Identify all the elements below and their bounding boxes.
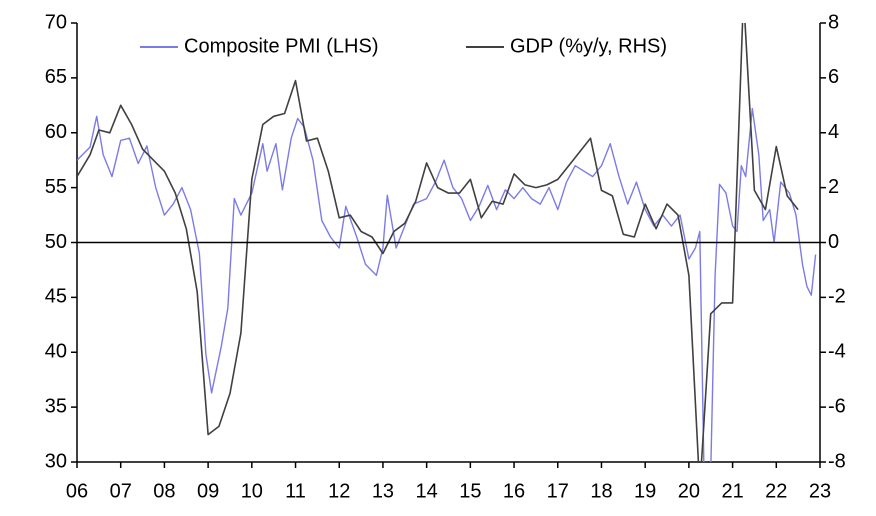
y2-tick-label: -6 — [828, 395, 846, 417]
legend-label: GDP (%y/y, RHS) — [510, 35, 667, 57]
plot-area — [77, 23, 817, 462]
y2-tick-label: 2 — [828, 176, 839, 198]
x-tick-label: 09 — [197, 480, 219, 502]
x-tick-label: 06 — [66, 480, 88, 502]
x-tick-label: 22 — [765, 480, 787, 502]
y-tick-label: 55 — [45, 176, 67, 198]
x-tick-label: 15 — [459, 480, 481, 502]
y-tick-label: 35 — [45, 395, 67, 417]
x-tick-label: 20 — [678, 480, 700, 502]
x-tick-label: 11 — [285, 480, 306, 502]
x-tick-label: 16 — [503, 480, 525, 502]
y-tick-label: 65 — [45, 66, 67, 88]
series-line — [77, 107, 817, 462]
legend-label: Composite PMI (LHS) — [184, 35, 379, 57]
x-tick-label: 13 — [372, 480, 394, 502]
x-tick-label: 18 — [590, 480, 612, 502]
y2-tick-label: 0 — [828, 231, 839, 253]
y2-tick-label: 6 — [828, 66, 839, 88]
y2-tick-label: 4 — [828, 121, 839, 143]
x-tick-label: 23 — [809, 480, 831, 502]
y-tick-label: 50 — [45, 231, 67, 253]
x-tick-label: 21 — [721, 480, 743, 502]
y2-tick-label: -2 — [828, 286, 846, 308]
x-tick-label: 10 — [241, 480, 263, 502]
y2-tick-label: 8 — [828, 11, 839, 33]
y2-tick-label: -4 — [828, 341, 846, 363]
x-tick-label: 08 — [153, 480, 175, 502]
series-line — [77, 23, 799, 462]
y-tick-label: 70 — [45, 11, 67, 33]
x-tick-label: 14 — [416, 480, 438, 502]
x-tick-label: 17 — [547, 480, 569, 502]
x-tick-label: 19 — [634, 480, 656, 502]
y-tick-label: 60 — [45, 121, 67, 143]
y-tick-label: 30 — [45, 450, 67, 472]
y-tick-label: 45 — [45, 286, 67, 308]
y2-tick-label: -8 — [828, 450, 846, 472]
x-tick-label: 12 — [328, 480, 350, 502]
y-tick-label: 40 — [45, 341, 67, 363]
x-tick-label: 07 — [110, 480, 132, 502]
